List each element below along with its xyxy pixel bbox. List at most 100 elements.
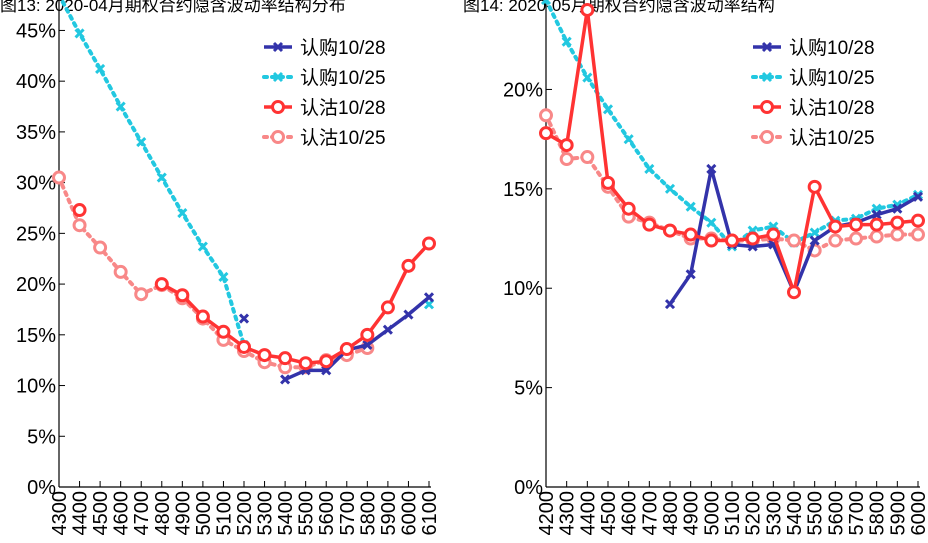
data-point	[195, 309, 210, 324]
x-tick-label: 5200	[743, 491, 765, 536]
x-tick-label: 6000	[908, 491, 928, 536]
legend-marker	[760, 130, 774, 144]
data-point	[685, 201, 696, 212]
legend-label: 认沽10/25	[789, 127, 875, 149]
data-point	[582, 72, 593, 83]
data-point	[115, 101, 126, 112]
y-tick-label: 15%	[16, 325, 56, 347]
x-tick-label: 4300	[49, 491, 71, 536]
data-point	[685, 269, 696, 280]
data-point	[849, 231, 863, 246]
x-tick-label: 5800	[867, 491, 889, 536]
legend-marker	[761, 41, 773, 53]
data-point	[561, 36, 572, 47]
legend-label: 认购10/28	[789, 37, 875, 59]
figure-caption-strip: 图13: 2020-04月期权合约隐含波动率结构分布 图14: 2020-05月…	[0, 0, 928, 13]
series-line	[59, 0, 246, 347]
data-point	[380, 300, 395, 315]
data-point	[72, 218, 87, 233]
x-tick-label: 5200	[234, 491, 256, 536]
x-tick-label: 4800	[660, 491, 682, 536]
data-point	[156, 172, 167, 183]
data-point	[401, 258, 416, 273]
y-tick-label: 5%	[514, 378, 543, 400]
data-point	[539, 108, 553, 123]
data-point	[93, 240, 108, 255]
x-tick-label: 5300	[763, 491, 785, 536]
data-point	[706, 163, 717, 175]
data-point	[197, 241, 208, 252]
data-point	[642, 217, 657, 232]
data-point	[319, 354, 334, 369]
data-point	[257, 348, 272, 363]
legend-marker	[272, 71, 284, 83]
data-point	[706, 217, 717, 228]
data-point	[683, 227, 698, 242]
data-point	[154, 277, 169, 292]
x-tick-label: 5100	[213, 491, 235, 536]
y-tick-label: 30%	[16, 173, 56, 195]
x-tick-label: 5900	[378, 491, 400, 536]
x-tick-label: 4800	[152, 491, 174, 536]
x-tick-label: 5600	[825, 491, 847, 536]
x-tick-label: 5000	[193, 491, 215, 536]
data-point	[298, 356, 313, 371]
data-point	[725, 233, 739, 248]
data-point	[912, 191, 924, 202]
data-point	[766, 227, 781, 242]
y-tick-label: 10%	[503, 278, 543, 300]
legend-marker	[271, 100, 285, 114]
x-tick-label: 5400	[275, 491, 297, 536]
data-point	[644, 163, 655, 175]
y-tick-label: 5%	[27, 426, 56, 448]
data-point	[134, 287, 149, 302]
data-point	[403, 309, 414, 320]
data-point	[911, 213, 925, 228]
figure-caption-right: 图14: 2020-05月期权合约隐含波动率结构	[463, 0, 775, 13]
data-point	[278, 351, 293, 366]
x-tick-label: 5900	[887, 491, 909, 536]
series-line	[57, 175, 370, 370]
x-tick-label: 4300	[557, 491, 579, 536]
x-tick-label: 4600	[619, 491, 641, 536]
data-point	[52, 170, 66, 185]
x-tick-label: 4900	[681, 491, 703, 536]
data-point	[704, 233, 719, 248]
data-point	[540, 0, 552, 6]
x-tick-label: 4200	[536, 491, 558, 536]
legend-label: 认沽10/25	[300, 127, 386, 149]
x-tick-label: 5400	[784, 491, 806, 536]
data-point	[809, 227, 820, 238]
x-tick-label: 5100	[722, 491, 744, 536]
data-point	[787, 285, 801, 300]
data-point	[74, 28, 85, 39]
data-point	[362, 339, 373, 351]
legend: 认购10/28 认购10/25 认沽10/28 认沽10/25	[751, 37, 875, 149]
data-point	[360, 327, 375, 342]
data-point	[663, 223, 677, 238]
data-point	[869, 229, 884, 244]
data-point	[664, 299, 676, 310]
y-tick-label: 10%	[16, 376, 56, 398]
y-tick-label: 0%	[514, 477, 543, 499]
data-point	[95, 63, 106, 75]
x-tick-label: 4600	[111, 491, 133, 536]
data-point	[892, 203, 903, 214]
y-tick-label: 35%	[16, 122, 56, 144]
data-point	[911, 227, 925, 242]
x-tick-label: 5700	[337, 491, 359, 536]
y-tick-label: 25%	[16, 223, 56, 245]
x-tick-label: 6000	[398, 491, 420, 536]
data-point	[422, 236, 436, 251]
data-point	[113, 264, 128, 279]
y-tick-label: 20%	[16, 274, 56, 296]
data-point	[382, 324, 393, 335]
x-tick-label: 5000	[701, 491, 723, 536]
x-tick-label: 4700	[131, 491, 153, 536]
data-point	[871, 209, 882, 220]
legend-marker	[760, 100, 774, 114]
x-tick-label: 5500	[296, 491, 318, 536]
x-tick-label: 5300	[255, 491, 277, 536]
